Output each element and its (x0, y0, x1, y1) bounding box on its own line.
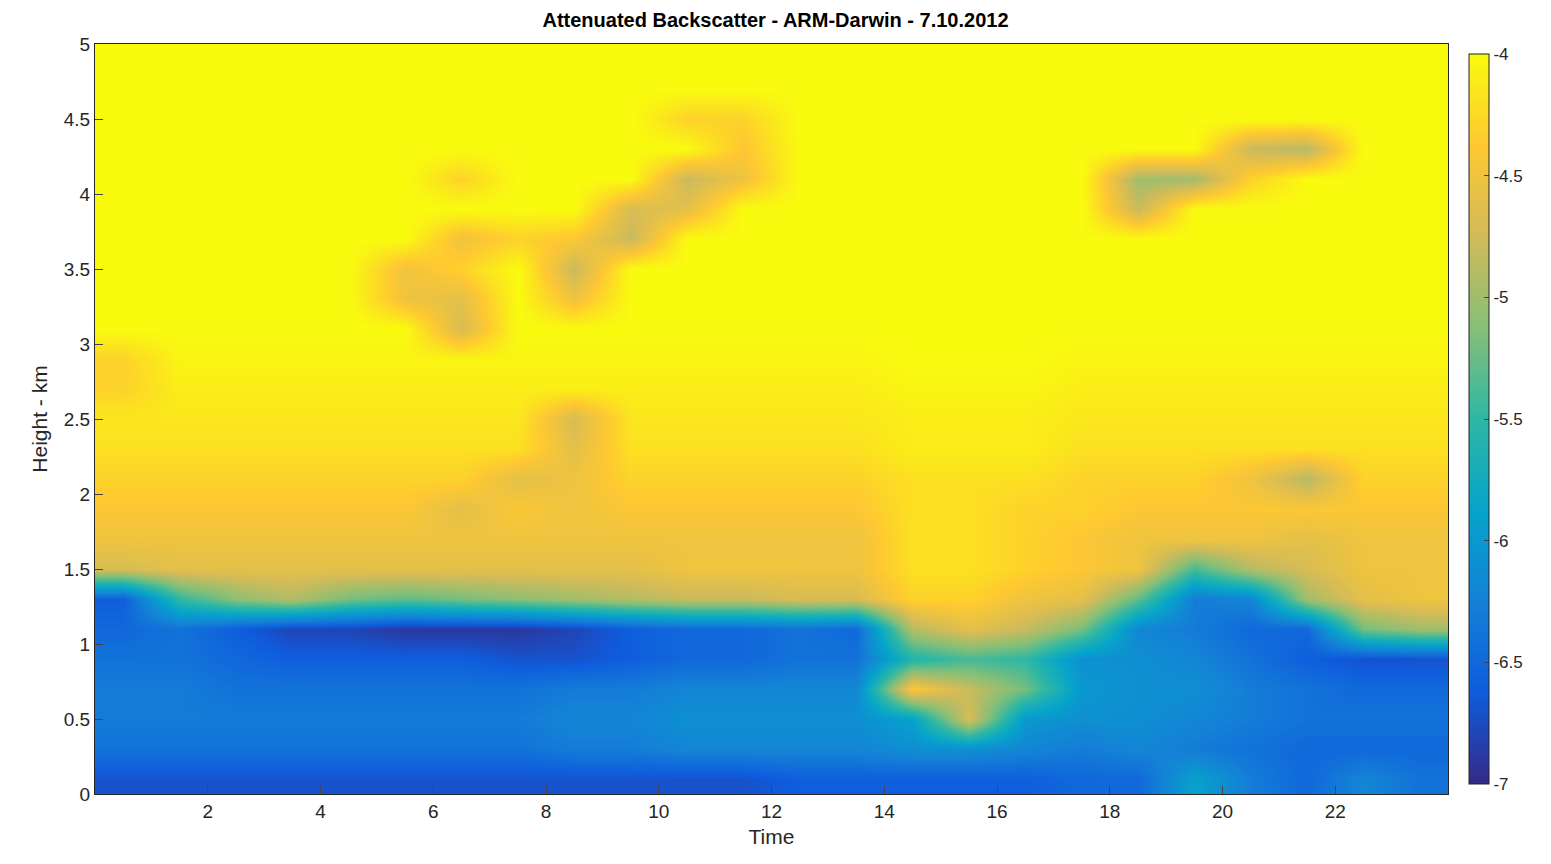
svg-text:22: 22 (1325, 801, 1346, 822)
svg-text:12: 12 (761, 801, 782, 822)
svg-text:-7: -7 (1493, 775, 1508, 794)
svg-text:10: 10 (648, 801, 669, 822)
svg-text:2: 2 (80, 484, 91, 505)
svg-text:2.5: 2.5 (64, 409, 90, 430)
svg-text:1.5: 1.5 (64, 559, 90, 580)
svg-text:3: 3 (80, 334, 91, 355)
svg-text:-5.5: -5.5 (1493, 410, 1522, 429)
svg-text:4: 4 (315, 801, 326, 822)
svg-text:6: 6 (428, 801, 439, 822)
svg-text:5: 5 (80, 34, 91, 55)
svg-text:1: 1 (80, 634, 91, 655)
svg-text:-6: -6 (1493, 532, 1508, 551)
svg-text:-6.5: -6.5 (1493, 653, 1522, 672)
svg-text:4.5: 4.5 (64, 109, 90, 130)
svg-text:0.5: 0.5 (64, 709, 90, 730)
svg-text:-5: -5 (1493, 288, 1508, 307)
svg-text:Attenuated Backscatter - ARM-D: Attenuated Backscatter - ARM-Darwin - 7.… (542, 9, 1008, 31)
svg-text:16: 16 (986, 801, 1007, 822)
svg-text:20: 20 (1212, 801, 1233, 822)
svg-text:8: 8 (541, 801, 552, 822)
svg-text:18: 18 (1099, 801, 1120, 822)
svg-text:0: 0 (80, 784, 91, 805)
svg-text:Time: Time (749, 825, 795, 848)
svg-text:4: 4 (80, 184, 91, 205)
svg-text:-4: -4 (1493, 45, 1508, 64)
svg-text:Height - km: Height - km (28, 365, 51, 472)
svg-text:3.5: 3.5 (64, 259, 90, 280)
svg-text:14: 14 (874, 801, 896, 822)
svg-text:2: 2 (202, 801, 213, 822)
svg-text:-4.5: -4.5 (1493, 167, 1522, 186)
